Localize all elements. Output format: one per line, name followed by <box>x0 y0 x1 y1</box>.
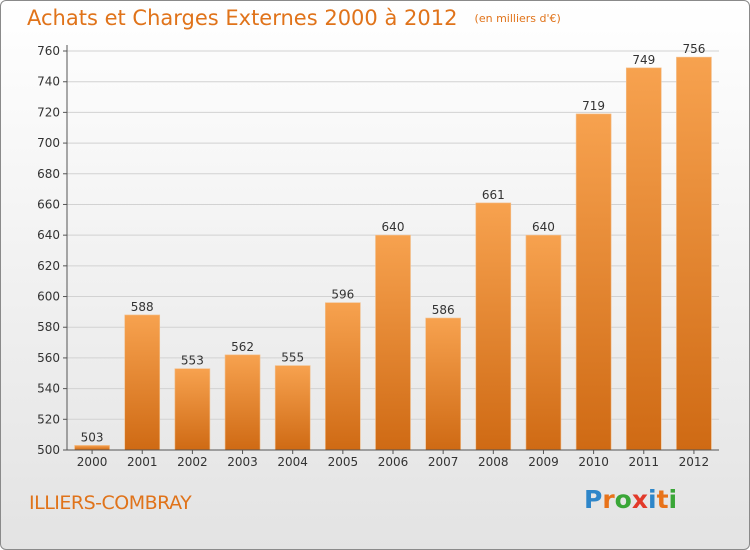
logo-letter: o <box>614 485 632 514</box>
x-tick-label: 2000 <box>77 455 108 469</box>
bar <box>375 234 411 451</box>
logo-letter: i <box>648 485 657 514</box>
bars: 503 588 553 562 555 596 640 586 661 640 719 749 756 <box>74 42 712 451</box>
bar <box>124 314 161 451</box>
proxiti-logo: Proxiti <box>584 487 677 512</box>
x-tick-label: 2004 <box>277 455 308 469</box>
bar-value-label: 553 <box>181 354 204 368</box>
y-tick-label: 600 <box>37 290 60 304</box>
bar-value-label: 596 <box>331 288 354 302</box>
bar <box>625 67 662 451</box>
y-tick-label: 760 <box>37 44 60 58</box>
x-tick-label: 2012 <box>679 455 710 469</box>
y-tick-label: 580 <box>37 320 60 334</box>
logo-letter: r <box>602 485 615 514</box>
x-tick-label: 2010 <box>578 455 609 469</box>
bar-value-label: 640 <box>532 220 555 234</box>
y-tick-label: 740 <box>37 75 60 89</box>
x-tick-label: 2008 <box>478 455 509 469</box>
x-tick-label: 2011 <box>628 455 659 469</box>
x-tick-label: 2007 <box>428 455 459 469</box>
x-tick-label: 2002 <box>177 455 208 469</box>
bar-value-label: 719 <box>582 99 605 113</box>
y-tick-label: 560 <box>37 351 60 365</box>
bar-value-label: 555 <box>281 351 304 365</box>
bar <box>274 365 311 451</box>
bar <box>74 445 110 451</box>
bar <box>676 56 712 451</box>
bar <box>325 302 361 451</box>
chart-title-text: Achats et Charges Externes 2000 à 2012 <box>27 6 458 30</box>
x-tick-label: 2001 <box>127 455 158 469</box>
bar <box>575 113 612 451</box>
logo-letter: t <box>656 485 669 514</box>
x-tick-label: 2009 <box>528 455 559 469</box>
bar-value-label: 640 <box>382 220 405 234</box>
bar-value-label: 586 <box>432 303 455 317</box>
logo-letter: x <box>631 485 648 514</box>
bar <box>425 317 461 451</box>
y-tick-label: 680 <box>37 167 60 181</box>
y-tick-label: 540 <box>37 382 60 396</box>
chart-title: Achats et Charges Externes 2000 à 2012 (… <box>27 6 561 30</box>
bar <box>475 202 512 451</box>
y-tick-label: 720 <box>37 105 60 119</box>
bar-value-label: 588 <box>131 300 154 314</box>
y-tick-label: 700 <box>37 136 60 150</box>
logo-letter: P <box>584 485 603 514</box>
bar <box>525 234 562 451</box>
bar-value-label: 749 <box>632 53 655 67</box>
logo-letter: i <box>668 485 678 514</box>
bar-value-label: 562 <box>231 340 254 354</box>
bar-value-label: 661 <box>482 188 505 202</box>
commune-name: ILLIERS-COMBRAY <box>29 492 192 514</box>
bar-value-label: 756 <box>682 42 705 56</box>
bar <box>174 368 211 451</box>
x-tick-label: 2006 <box>378 455 409 469</box>
x-tick-label: 2005 <box>328 455 359 469</box>
y-tick-label: 660 <box>37 197 60 211</box>
y-tick-label: 500 <box>37 443 60 457</box>
y-tick-label: 520 <box>37 412 60 426</box>
axes: 500 520 540 560 580 600 620 640 660 680 700 720 740 7… <box>37 44 719 469</box>
y-tick-label: 640 <box>37 228 60 242</box>
bar <box>224 354 261 451</box>
bar-value-label: 503 <box>81 430 104 444</box>
chart-unit: (en milliers d'€) <box>474 12 561 25</box>
y-tick-label: 620 <box>37 259 60 273</box>
x-tick-label: 2003 <box>227 455 258 469</box>
